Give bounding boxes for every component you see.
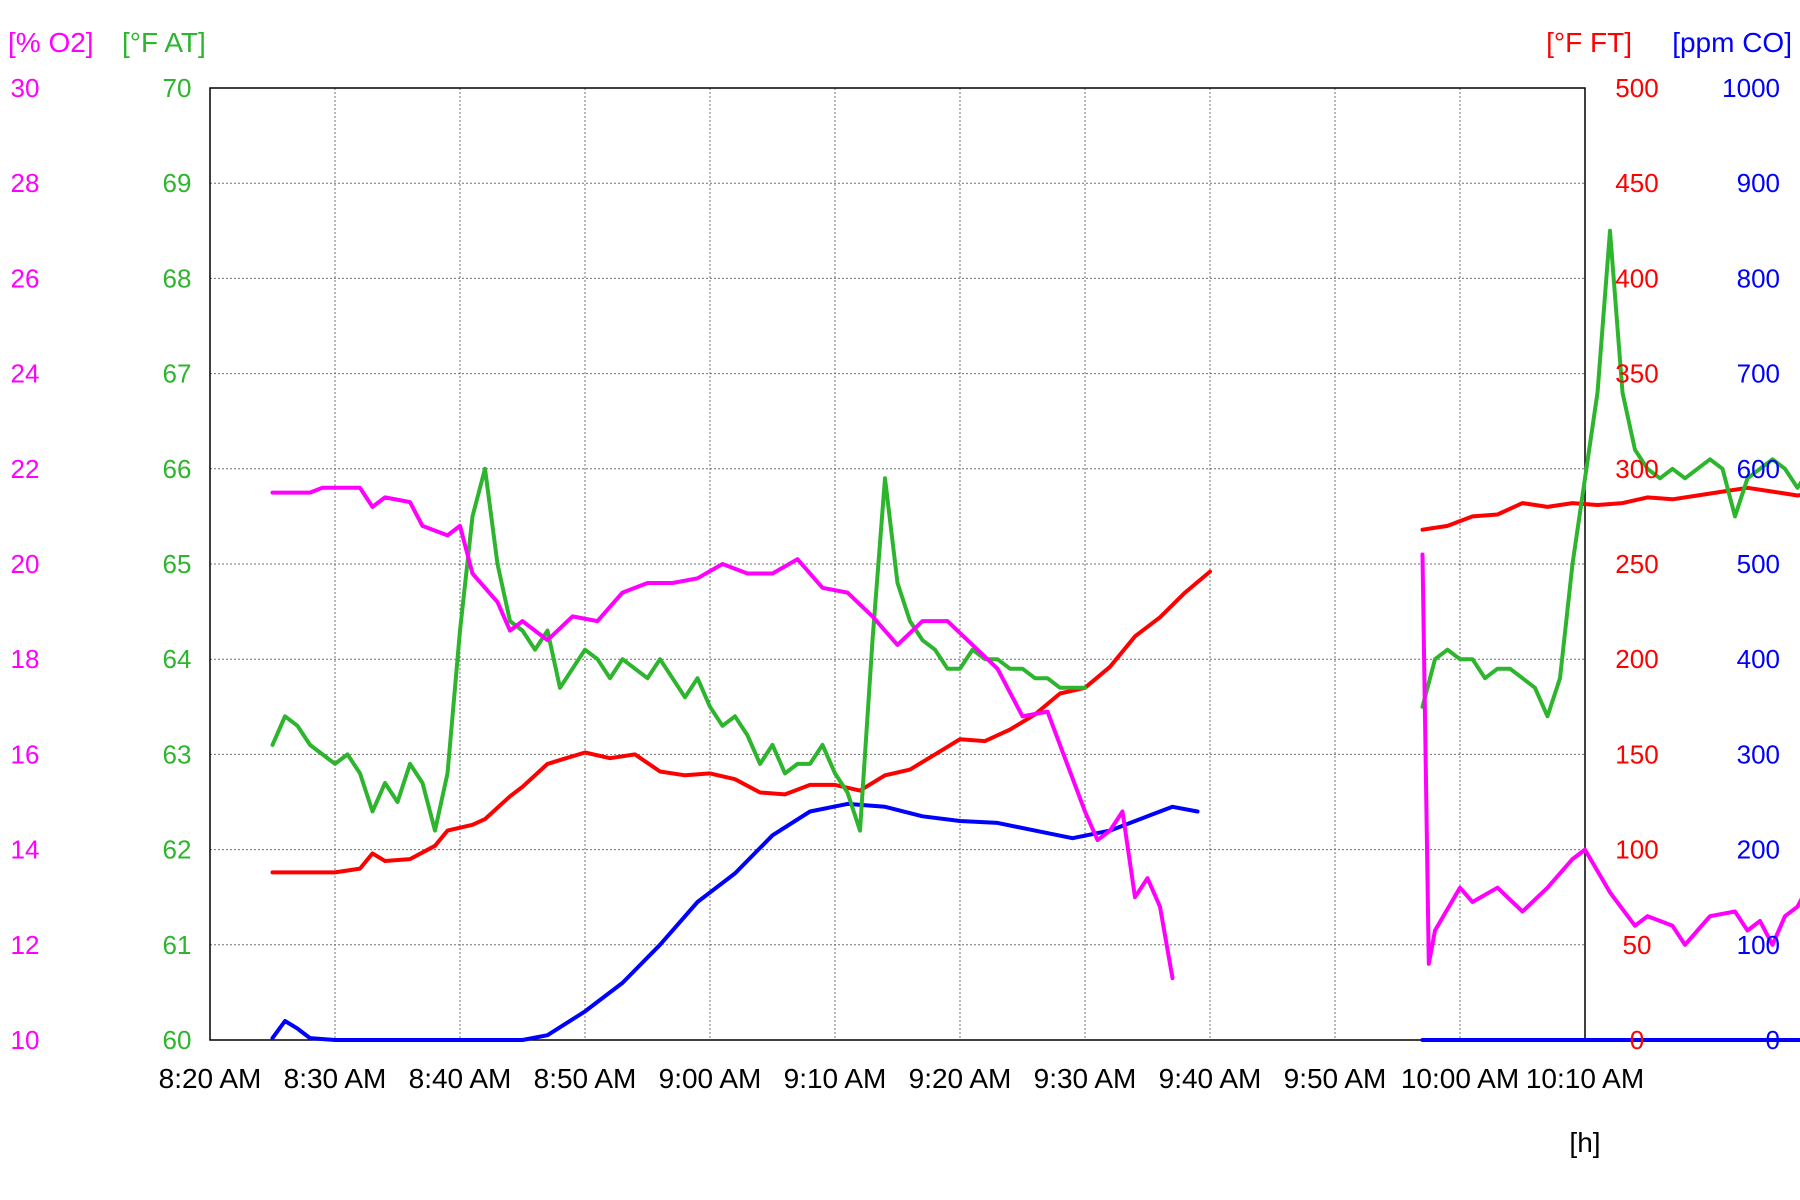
- series-line-o2-segment-2: [1420, 552, 1800, 966]
- y-tick-label-co: 900: [1737, 168, 1780, 198]
- x-tick-label: 9:40 AM: [1159, 1063, 1262, 1094]
- y-tick-label-o2: 20: [11, 549, 40, 579]
- y-tick-label-at: 65: [163, 549, 192, 579]
- y-tick-label-ft: 450: [1615, 168, 1658, 198]
- y-axis-at-title: [°F AT]: [122, 27, 206, 58]
- y-tick-label-at: 64: [163, 644, 192, 674]
- y-tick-label-co: 500: [1737, 549, 1780, 579]
- y-tick-label-co: 100: [1737, 930, 1780, 960]
- series-line-at-segment-2: [1420, 228, 1800, 719]
- y-tick-label-ft: 250: [1615, 549, 1658, 579]
- y-tick-label-at: 68: [163, 263, 192, 293]
- series-line-o2-segment-1: [270, 485, 1175, 981]
- y-tick-label-o2: 26: [11, 263, 40, 293]
- y-tick-label-at: 70: [163, 73, 192, 103]
- x-tick-label: 10:00 AM: [1401, 1063, 1519, 1094]
- x-tick-label: 10:10 AM: [1526, 1063, 1644, 1094]
- x-tick-label: 9:50 AM: [1284, 1063, 1387, 1094]
- y-tick-label-at: 60: [163, 1025, 192, 1055]
- x-tick-label: 8:50 AM: [534, 1063, 637, 1094]
- x-axis-unit-label: [h]: [1569, 1127, 1600, 1158]
- y-tick-label-o2: 16: [11, 739, 40, 769]
- y-tick-label-o2: 18: [11, 644, 40, 674]
- x-tick-label: 8:20 AM: [159, 1063, 262, 1094]
- y-tick-label-co: 1000: [1722, 73, 1780, 103]
- y-tick-label-o2: 14: [11, 835, 40, 865]
- y-axis-co-title: [ppm CO]: [1672, 27, 1792, 58]
- y-axis-ft: [°F FT] 0 50 100 150 200 250 300 350 400 450 500: [1546, 27, 1659, 1055]
- y-tick-label-co: 300: [1737, 739, 1780, 769]
- x-tick-label: 8:30 AM: [284, 1063, 387, 1094]
- y-tick-label-ft: 500: [1615, 73, 1658, 103]
- y-tick-label-at: 66: [163, 454, 192, 484]
- y-tick-label-ft: 0: [1630, 1025, 1644, 1055]
- x-tick-label: 9:00 AM: [659, 1063, 762, 1094]
- y-tick-label-ft: 300: [1615, 454, 1658, 484]
- y-tick-label-ft: 350: [1615, 359, 1658, 389]
- axis-layer: [% O2] 10 12 14 16 18 20 22 24 26 28 30 [°F AT] 60 61 6…: [8, 27, 1792, 1055]
- y-tick-label-o2: 10: [11, 1025, 40, 1055]
- series-line-ft-segment-2: [1420, 485, 1800, 532]
- y-tick-label-ft: 200: [1615, 644, 1658, 674]
- grid: [210, 88, 1585, 1040]
- y-tick-label-co: 600: [1737, 454, 1780, 484]
- y-tick-label-ft: 400: [1615, 263, 1658, 293]
- y-tick-label-ft: 50: [1623, 930, 1652, 960]
- y-tick-label-o2: 22: [11, 454, 40, 484]
- y-tick-label-ft: 100: [1615, 835, 1658, 865]
- y-tick-label-o2: 24: [11, 359, 40, 389]
- y-tick-label-at: 67: [163, 359, 192, 389]
- x-tick-label: 9:10 AM: [784, 1063, 887, 1094]
- series-line-co-segment-1: [270, 801, 1200, 1042]
- y-tick-label-co: 400: [1737, 644, 1780, 674]
- series-layer: [270, 228, 1800, 1042]
- y-tick-label-co: 200: [1737, 835, 1780, 865]
- x-axis: 8:20 AM 8:30 AM 8:40 AM 8:50 AM 9:00 AM 9:10 …: [159, 1063, 1645, 1094]
- y-tick-label-co: 0: [1766, 1025, 1780, 1055]
- series-line-at-segment-1: [270, 466, 1087, 833]
- y-tick-label-o2: 30: [11, 73, 40, 103]
- y-tick-label-at: 69: [163, 168, 192, 198]
- y-axis-o2-title: [% O2]: [8, 27, 94, 58]
- y-axis-o2: [% O2] 10 12 14 16 18 20 22 24 26 28 30: [8, 27, 94, 1055]
- y-tick-label-o2: 28: [11, 168, 40, 198]
- y-tick-label-at: 62: [163, 835, 192, 865]
- x-tick-label: 8:40 AM: [409, 1063, 512, 1094]
- y-tick-label-at: 61: [163, 930, 192, 960]
- x-tick-label: 9:20 AM: [909, 1063, 1012, 1094]
- y-tick-label-co: 800: [1737, 263, 1780, 293]
- y-axis-at: [°F AT] 60 61 62 63 64 65 66 67 68 69 70: [122, 27, 206, 1055]
- y-tick-label-at: 63: [163, 739, 192, 769]
- y-tick-label-co: 700: [1737, 359, 1780, 389]
- y-tick-label-ft: 150: [1615, 739, 1658, 769]
- plot-frame: [209, 87, 1586, 1041]
- y-tick-label-o2: 12: [11, 930, 40, 960]
- y-axis-ft-title: [°F FT]: [1546, 27, 1632, 58]
- series-line-ft-segment-1: [270, 569, 1212, 875]
- y-axis-co: [ppm CO] 0 100 200 300 400 500 600 700 800 900 1000: [1672, 27, 1792, 1055]
- x-tick-label: 9:30 AM: [1034, 1063, 1137, 1094]
